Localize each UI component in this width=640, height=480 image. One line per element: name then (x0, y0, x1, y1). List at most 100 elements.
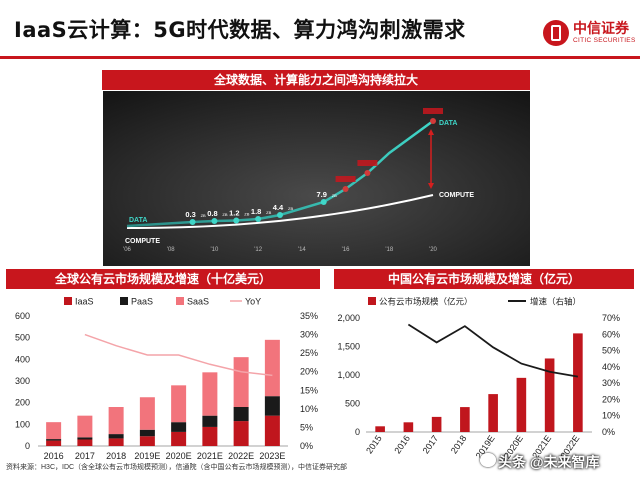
right-y-tick: 0% (602, 427, 615, 437)
data-point-unit: ZB (266, 210, 271, 215)
top-x-tick: '16 (342, 247, 350, 253)
bar-market-size (488, 394, 498, 432)
bar-saas (233, 357, 249, 407)
legend-label-market-size: 公有云市场规模（亿元） (379, 297, 473, 307)
bar-market-size (431, 416, 442, 432)
right-y-tick: 70% (602, 313, 620, 323)
bar-market-size (573, 333, 583, 432)
compute-label-left: COMPUTE (125, 238, 160, 245)
bar-market-size (544, 358, 555, 432)
logo-english-name: CITIC SECURITIES (573, 37, 636, 44)
right-y-tick: 20% (602, 394, 620, 404)
compute-line (126, 194, 434, 229)
right-y-tick: 15% (300, 385, 318, 395)
left-y-tick: 1,500 (337, 342, 360, 352)
data-point (255, 216, 262, 222)
data-point (430, 118, 436, 124)
left-y-tick: 200 (15, 398, 30, 408)
x-tick: 2020E (166, 451, 192, 461)
top-x-tick: '18 (385, 247, 393, 253)
source-note: 资料来源：H3C，IDC（含全球公有云市场规模预测），信通院（含中国公有云市场规… (6, 464, 348, 471)
bar-paas (264, 396, 280, 416)
x-tick: 2016 (392, 433, 412, 455)
bar-market-size (375, 426, 385, 432)
bar-saas (46, 422, 62, 440)
data-point-label: 1.2 (229, 209, 239, 218)
left-y-tick: 2,000 (337, 313, 360, 323)
china-cloud-market-chart: 公有云市场规模（亿元） 增速（右轴） 0 500 1,000 1,500 2,000 0% 10… (337, 297, 620, 461)
bar-iaas (77, 439, 93, 446)
left-y-tick: 400 (15, 354, 30, 364)
gap-arrow-head-up (428, 129, 434, 135)
data-point (233, 217, 240, 224)
bar-iaas (233, 421, 249, 446)
bar-iaas (46, 440, 62, 446)
right-y-tick: 50% (602, 346, 620, 356)
global-cloud-market-chart: IaaS PaaS SaaS YoY 0 100 200 300 400 500 600 0% 5% 10… (15, 297, 318, 462)
data-point (211, 218, 218, 224)
bar-iaas (139, 436, 155, 446)
x-tick: 2017 (421, 433, 441, 455)
top-x-tick: '12 (254, 247, 262, 253)
data-label-left: DATA (129, 217, 147, 224)
data-point-unit: ZB (332, 193, 337, 198)
bar-market-size (460, 407, 470, 432)
gap-arrow-head-down (428, 183, 434, 189)
china-cloud-chart-title: 中国公有云市场规模及增速（亿元） (334, 269, 634, 289)
top-x-tick: '10 (211, 247, 219, 253)
legend-swatch-market-size (368, 297, 376, 305)
bar-saas (108, 407, 124, 435)
left-y-tick: 600 (15, 311, 30, 321)
bar-iaas (108, 438, 124, 446)
top-x-tick: '06 (123, 247, 131, 253)
x-tick: 2019E (134, 451, 160, 461)
legend-label-saas: SaaS (187, 297, 209, 307)
left-y-tick: 300 (15, 376, 30, 386)
bar-paas (233, 407, 249, 422)
data-point (342, 186, 349, 192)
right-y-tick: 30% (300, 330, 318, 340)
top-x-tick: '08 (167, 247, 175, 253)
citic-logo-icon (543, 20, 569, 46)
right-y-tick: 30% (602, 378, 620, 388)
x-tick: 2023E (259, 451, 285, 461)
data-point (189, 219, 196, 225)
left-y-tick: 0 (25, 441, 30, 451)
right-y-tick: 35% (300, 311, 318, 321)
x-tick: 2015 (364, 433, 384, 455)
legend-swatch-paas (120, 297, 128, 305)
bar-saas (171, 385, 187, 423)
watermark-icon (480, 453, 496, 467)
bar-saas (77, 415, 93, 438)
bar-paas (139, 429, 155, 437)
legend-swatch-saas (176, 297, 184, 305)
page-title: IaaS云计算：5G时代数据、算力鸿沟刺激需求 (14, 18, 466, 42)
x-tick: 2022E (228, 451, 254, 461)
right-y-tick: 20% (300, 367, 318, 377)
top-x-tick: '20 (429, 247, 437, 253)
data-point-unit: ZB (244, 212, 249, 217)
top-x-tick: '14 (298, 247, 306, 253)
x-tick: 2016 (44, 451, 64, 461)
data-label-right: DATA (439, 120, 457, 127)
left-y-tick: 1,000 (337, 370, 360, 380)
right-y-tick: 25% (300, 348, 318, 358)
x-tick: 2018 (106, 451, 126, 461)
legend-label-yoy: YoY (245, 297, 261, 307)
left-y-tick: 100 (15, 419, 30, 429)
data-point (364, 170, 371, 176)
right-y-tick: 10% (300, 404, 318, 414)
data-point-label: 1.8 (251, 207, 261, 216)
data-point (277, 212, 283, 218)
data-point-unit: ZB (288, 206, 293, 211)
right-y-tick: 60% (602, 329, 620, 339)
legend-label-growth: 增速（右轴） (530, 297, 581, 307)
bar-paas (46, 439, 62, 441)
left-y-tick: 500 (15, 333, 30, 343)
right-y-tick: 0% (300, 441, 313, 451)
bar-paas (202, 415, 218, 427)
legend-swatch-iaas (64, 297, 72, 305)
x-tick: 2017 (75, 451, 95, 461)
bar-paas (171, 422, 187, 432)
data-point (320, 199, 327, 205)
